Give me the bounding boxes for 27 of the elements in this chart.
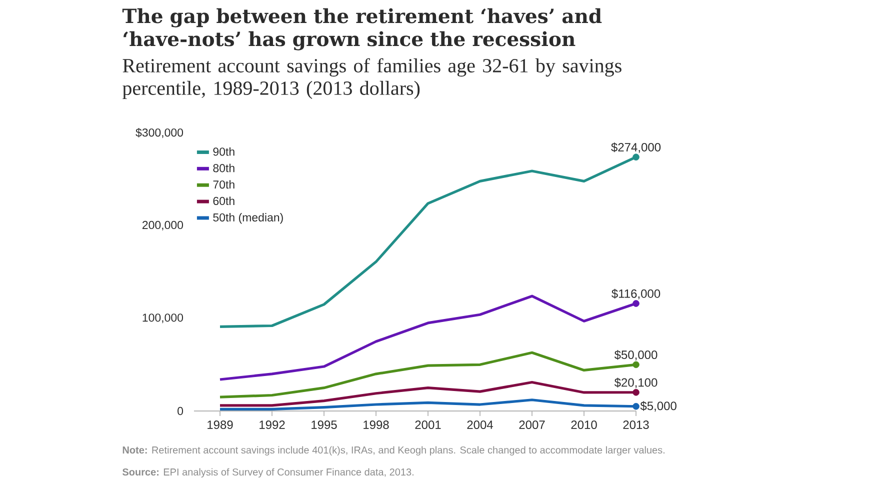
data-label: $50,000 [614,350,658,360]
data-label: $274,000 [611,142,661,153]
chart-subtitle: Retirement account savings of families age 32-61 by savings percentile, 1989-2013 (2013 dollars) [122,58,622,100]
chart-title: The gap between the retirement ‘haves’ and ‘have-nots’ has grown since the recession [122,8,602,50]
legend-label: 60th [213,196,234,206]
data-label: $5,000 [640,401,676,412]
text: Note: Retirement account savings include 401(k)s, IRAs, and Keogh plans. Scale changed to accommodate larger values. [122,446,664,456]
y-tick-label: $300,000 [136,128,184,138]
y-tick-label: 0 [178,406,184,416]
x-tick-label: 1989 [208,420,233,430]
data-label: $116,000 [612,288,660,300]
x-tick-label: 1992 [260,420,285,430]
x-tick-label: 2001 [415,420,441,430]
legend-label: 80th [213,164,234,172]
legend-label: 70th [213,180,234,189]
legend-label: 90th [213,147,234,156]
data-label: $20,100 [614,378,658,388]
x-tick-label: 2007 [519,420,545,430]
x-tick-label: 2010 [571,420,597,430]
text: Source: EPI analysis of Survey of Consumer Finance data, 2013. [122,468,414,478]
x-tick-label: 2013 [623,420,649,430]
x-tick-label: 1995 [312,420,337,430]
x-tick-label: 1998 [364,420,389,430]
legend-label: 50th (median) [213,213,283,224]
y-tick-label: 100,000 [142,314,184,324]
y-tick-label: 200,000 [142,220,184,230]
x-tick-label: 2004 [467,420,493,430]
